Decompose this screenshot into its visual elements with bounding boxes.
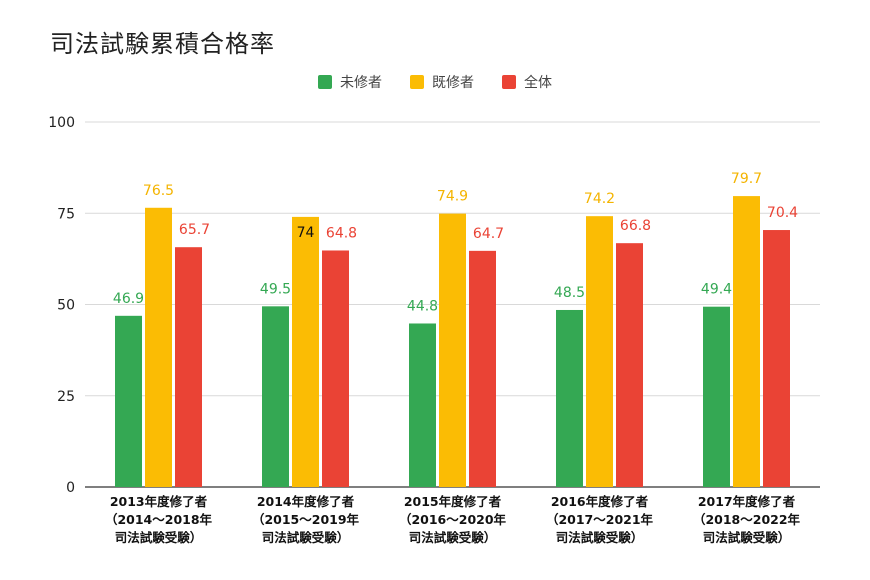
data-label: 66.8 bbox=[620, 218, 651, 234]
data-label: 70.4 bbox=[767, 205, 798, 221]
legend-swatch-kishu bbox=[410, 75, 424, 89]
bar bbox=[115, 315, 142, 487]
x-tick-label: （2018〜2022年 bbox=[693, 512, 801, 527]
bar bbox=[292, 216, 319, 487]
data-label: 64.8 bbox=[326, 225, 357, 241]
data-label: 46.9 bbox=[113, 291, 144, 307]
bar bbox=[586, 216, 613, 488]
legend-item-zentai: 全体 bbox=[502, 72, 552, 92]
bar bbox=[262, 306, 289, 487]
chart-title: 司法試験累積合格率 bbox=[50, 30, 275, 58]
data-label: 48.5 bbox=[554, 285, 585, 301]
x-tick-label: （2017〜2021年 bbox=[546, 512, 654, 527]
legend-swatch-zentai bbox=[502, 75, 516, 89]
data-label: 49.5 bbox=[260, 281, 291, 297]
data-label: 64.7 bbox=[473, 226, 504, 242]
data-label: 74.9 bbox=[437, 189, 468, 205]
legend-item-mishu: 未修者 bbox=[318, 72, 382, 92]
data-label: 74.2 bbox=[584, 191, 615, 207]
data-label: 44.8 bbox=[407, 298, 438, 314]
legend-label-mishu: 未修者 bbox=[340, 75, 382, 91]
legend: 未修者 既修者 全体 bbox=[0, 72, 870, 92]
bar bbox=[322, 250, 349, 487]
legend-item-kishu: 既修者 bbox=[410, 72, 474, 92]
bar bbox=[439, 213, 466, 488]
x-tick-label: 司法試験受験） bbox=[409, 530, 497, 545]
x-tick-label: 司法試験受験） bbox=[703, 530, 791, 545]
data-label: 79.7 bbox=[731, 171, 762, 187]
bar bbox=[556, 309, 583, 487]
x-tick-label: 2013年度修了者 bbox=[110, 494, 208, 509]
x-tick-label: 2016年度修了者 bbox=[551, 494, 649, 509]
bar bbox=[469, 250, 496, 487]
bar bbox=[616, 243, 643, 487]
bar bbox=[409, 323, 436, 487]
x-tick-label: （2015〜2019年 bbox=[252, 512, 360, 527]
y-tick-label: 0 bbox=[66, 480, 75, 496]
x-tick-label: 2017年度修了者 bbox=[698, 494, 796, 509]
legend-swatch-mishu bbox=[318, 75, 332, 89]
x-tick-label: 2015年度修了者 bbox=[404, 494, 502, 509]
bar bbox=[763, 230, 790, 488]
x-tick-label: 司法試験受験） bbox=[115, 530, 203, 545]
x-tick-label: 司法試験受験） bbox=[556, 530, 644, 545]
x-tick-label: 司法試験受験） bbox=[262, 530, 350, 545]
legend-label-kishu: 既修者 bbox=[432, 75, 474, 91]
y-tick-label: 75 bbox=[57, 206, 75, 222]
y-tick-label: 50 bbox=[57, 298, 75, 314]
bar bbox=[733, 196, 760, 487]
data-label: 49.4 bbox=[701, 282, 732, 298]
data-label: 65.7 bbox=[179, 222, 210, 238]
x-tick-label: （2016〜2020年 bbox=[399, 512, 507, 527]
bar bbox=[145, 207, 172, 487]
bar bbox=[703, 306, 730, 487]
x-tick-label: （2014〜2018年 bbox=[105, 512, 213, 527]
bar bbox=[175, 247, 202, 487]
x-tick-label: 2014年度修了者 bbox=[257, 494, 355, 509]
y-tick-label: 100 bbox=[48, 115, 75, 131]
legend-label-zentai: 全体 bbox=[524, 75, 552, 91]
data-label: 74 bbox=[297, 225, 315, 241]
y-tick-label: 25 bbox=[57, 389, 75, 405]
data-label: 76.5 bbox=[143, 183, 174, 199]
